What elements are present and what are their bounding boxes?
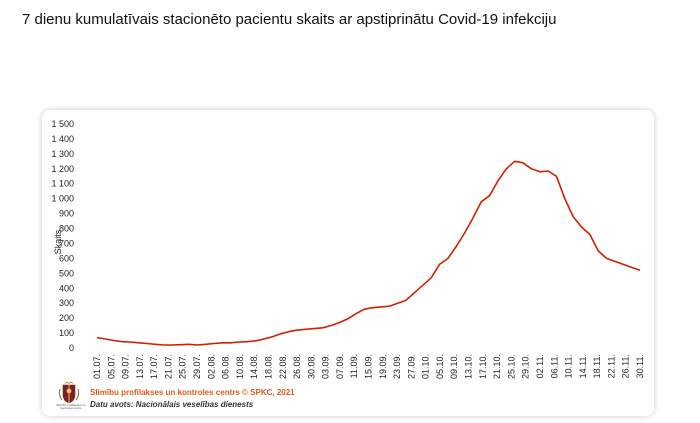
y-tick-label: 1 100	[51, 179, 74, 189]
x-tick-label: 06.08.	[221, 354, 231, 379]
line-chart: 0 100 200 300 400 500 600 700 800 900 1 000 1 100 1 …	[51, 119, 645, 379]
y-axis-title: Skaits	[53, 229, 63, 254]
x-tick-label: 01.10.	[421, 354, 431, 379]
x-tick-label: 19.09.	[378, 354, 388, 379]
x-tick-label: 26.11.	[621, 354, 631, 378]
x-tick-label: 13.10.	[464, 354, 474, 379]
x-tick-label: 23.09.	[392, 354, 402, 379]
y-tick-label: 0	[69, 343, 74, 353]
x-tick-label: 14.11.	[578, 354, 588, 378]
x-tick-label: 05.10.	[435, 354, 445, 379]
x-tick-label: 26.08.	[292, 354, 302, 379]
x-tick-label: 30.08.	[306, 354, 316, 379]
x-tick-label: 22.11.	[606, 354, 616, 378]
x-tick-label: 21.10.	[492, 354, 502, 379]
y-tick-label: 600	[59, 253, 74, 263]
x-tick-label: 06.11.	[549, 354, 559, 378]
y-tick-label: 200	[59, 313, 74, 323]
x-tick-label: 07.09.	[335, 354, 345, 379]
x-tick-label: 25.10.	[506, 354, 516, 379]
x-tick-label: 01.07.	[92, 354, 102, 379]
x-tick-label: 15.09.	[364, 354, 374, 379]
x-tick-label: 18.08.	[263, 354, 273, 379]
x-tick-label: 09.10.	[449, 354, 459, 379]
chart-card: 0 100 200 300 400 500 600 700 800 900 1 000 1 100 1 …	[42, 110, 654, 416]
x-tick-label: 22.08.	[278, 354, 288, 379]
x-tick-label: 29.07.	[192, 354, 202, 379]
y-tick-label: 1 500	[51, 119, 74, 129]
y-tick-label: 800	[59, 224, 74, 234]
x-tick-label: 30.11.	[635, 354, 645, 378]
y-tick-label: 100	[59, 328, 74, 338]
x-tick-label: 14.08.	[249, 354, 259, 379]
credit-text: Slimību profilakses un kontroles centrs …	[90, 388, 295, 397]
x-tick-label: 27.09.	[406, 354, 416, 379]
x-tick-label: 25.07.	[178, 354, 188, 379]
x-tick-label: 10.11.	[564, 354, 574, 378]
x-tick-label: 05.07.	[106, 354, 116, 379]
x-tick-label: 13.07.	[135, 354, 145, 379]
x-tick-label: 10.08.	[235, 354, 245, 379]
y-tick-label: 1 400	[51, 134, 74, 144]
x-tick-label: 29.10.	[521, 354, 531, 379]
page-title: 7 dienu kumulatīvais stacionēto pacientu…	[22, 11, 557, 28]
series-line	[96, 160, 641, 346]
x-tick-label: 03.09.	[321, 354, 331, 379]
y-tick-label: 900	[59, 209, 74, 219]
x-axis-ticks: 01.07. 05.07. 09.07. 13.07. 17.07. 21.07. 25.0…	[92, 354, 645, 379]
x-tick-label: 11.09.	[349, 354, 359, 378]
x-tick-label: 02.08.	[206, 354, 216, 379]
y-axis-ticks: 0 100 200 300 400 500 600 700 800 900 1 000 1 100 1 …	[51, 119, 74, 353]
y-tick-label: 1 200	[51, 164, 74, 174]
logo-text: Slimību profilakses un kontroles centrs	[56, 403, 86, 410]
data-source-text: Datu avots: Nacionālais veselības dienes…	[90, 400, 254, 409]
x-tick-label: 17.10.	[478, 354, 488, 379]
coat-of-arms-icon: Slimību profilakses un kontroles centrs	[54, 381, 86, 412]
x-tick-label: 02.11.	[535, 354, 545, 378]
y-tick-label: 1 000	[51, 194, 74, 204]
series-group	[96, 160, 641, 346]
y-tick-label: 1 300	[51, 149, 74, 159]
x-tick-label: 21.07.	[163, 354, 173, 379]
x-tick-label: 18.11.	[592, 354, 602, 378]
y-tick-label: 500	[59, 268, 74, 278]
y-tick-label: 300	[59, 298, 74, 308]
y-tick-label: 700	[59, 238, 74, 248]
x-tick-label: 09.07.	[121, 354, 131, 379]
y-tick-label: 400	[59, 283, 74, 293]
x-tick-label: 17.07.	[149, 354, 159, 379]
